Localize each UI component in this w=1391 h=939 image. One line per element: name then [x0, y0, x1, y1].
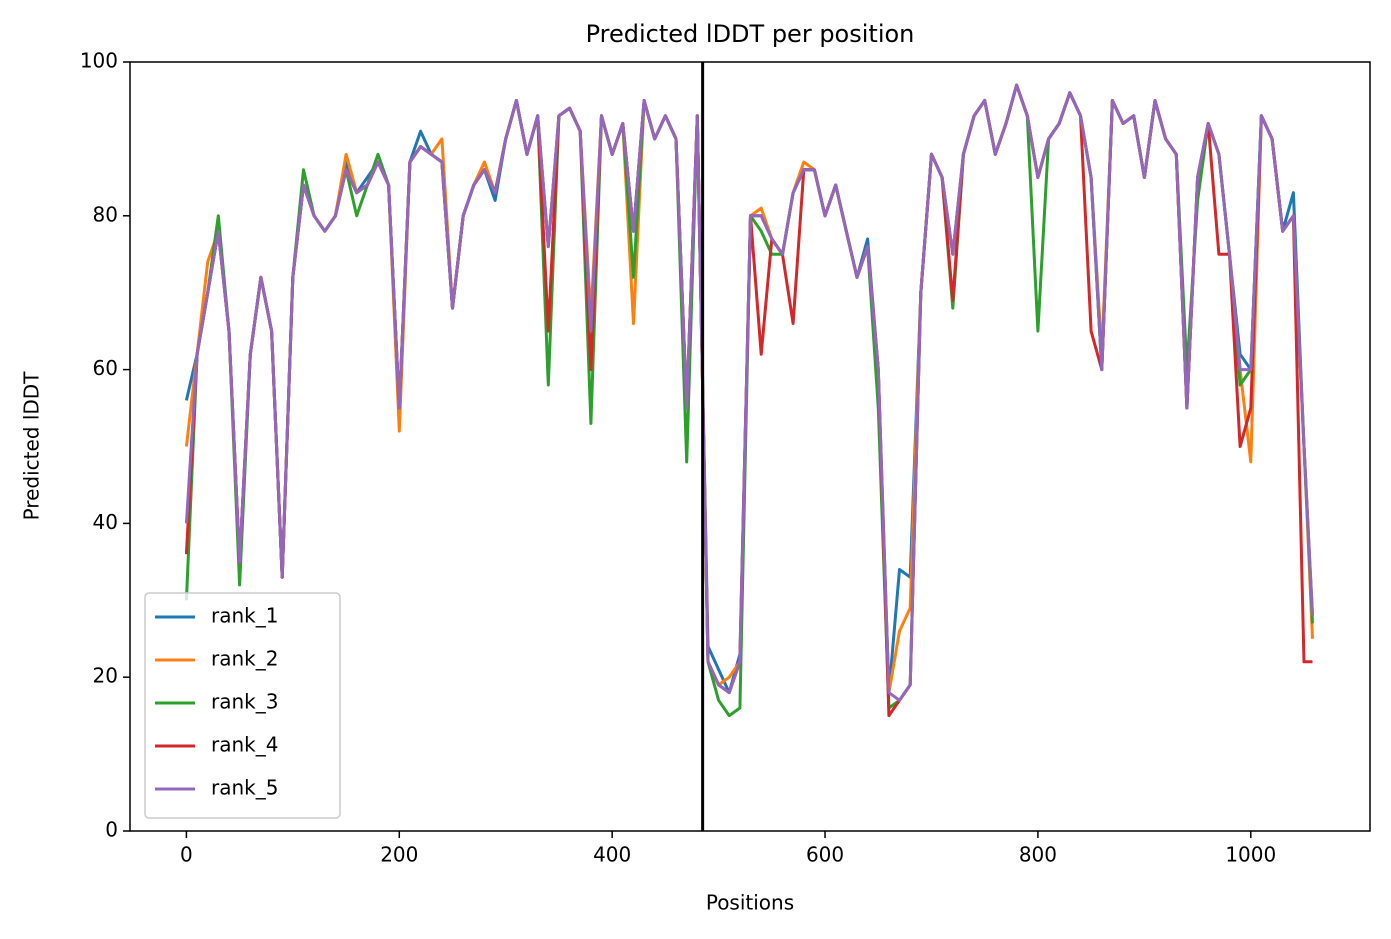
y-tick-label: 20: [93, 664, 118, 688]
plot-frame: [129, 61, 1371, 832]
x-axis-label: Positions: [706, 891, 794, 915]
x-tick-label: 800: [1019, 843, 1057, 867]
series-line: [184, 83, 1313, 718]
legend-label: rank_5: [211, 776, 278, 800]
legend-label: rank_3: [211, 690, 278, 714]
y-tick-label: 40: [93, 510, 118, 534]
x-tick-label: 200: [380, 843, 418, 867]
chart-title: Predicted lDDT per position: [586, 20, 915, 48]
x-tick-label: 600: [806, 843, 844, 867]
series-line: [184, 83, 1314, 702]
y-tick-label: 60: [93, 356, 118, 380]
legend-label: rank_2: [211, 647, 278, 671]
legend: rank_1 rank_2 rank_3 rank_4 rank_5: [144, 592, 341, 819]
legend-label: rank_4: [211, 733, 278, 757]
y-tick-label: 0: [105, 818, 118, 842]
x-tick-label: 1000: [1225, 843, 1276, 867]
legend-box: [144, 592, 341, 819]
y-tick-label: 80: [93, 202, 118, 226]
y-axis-label: Predicted lDDT: [20, 371, 44, 521]
x-tick-label: 0: [180, 843, 193, 867]
x-tick-label: 400: [593, 843, 631, 867]
series-line: [184, 83, 1314, 718]
legend-label: rank_1: [211, 604, 278, 628]
y-tick-label: 100: [80, 49, 118, 73]
